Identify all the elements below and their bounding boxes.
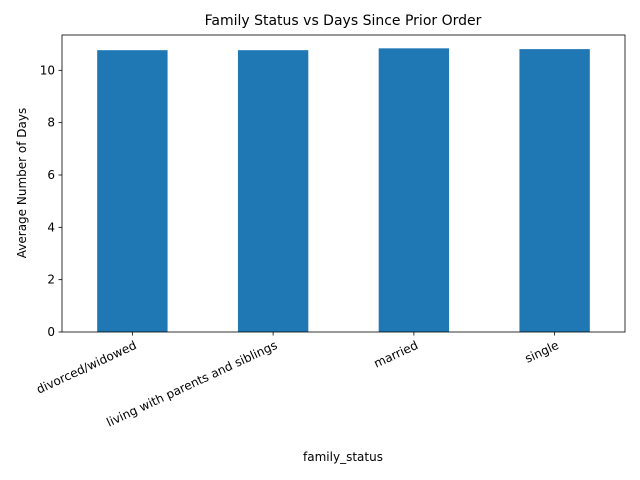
y-tick-label: 6 — [47, 168, 55, 182]
x-tick-label: single — [523, 338, 561, 366]
bar-3 — [519, 49, 590, 332]
x-tick-label: married — [372, 338, 421, 371]
chart-title: Family Status vs Days Since Prior Order — [205, 13, 482, 29]
y-tick-label: 10 — [40, 63, 55, 77]
plot-frame — [61, 34, 626, 333]
bars-group — [97, 48, 590, 333]
x-axis-label: family_status — [303, 450, 383, 464]
y-tick-label: 2 — [47, 273, 55, 287]
y-axis-label: Average Number of Days — [15, 108, 29, 258]
y-tick-label: 8 — [47, 116, 55, 130]
y-tick-label: 4 — [47, 220, 55, 234]
y-tick-label: 0 — [47, 325, 55, 339]
x-tick-label: divorced/widowed — [34, 338, 138, 397]
bar-0 — [97, 50, 168, 332]
y-axis-ticks: 0 2 4 6 8 10 — [40, 63, 62, 339]
bar-2 — [378, 48, 450, 333]
bar-1 — [237, 50, 309, 332]
